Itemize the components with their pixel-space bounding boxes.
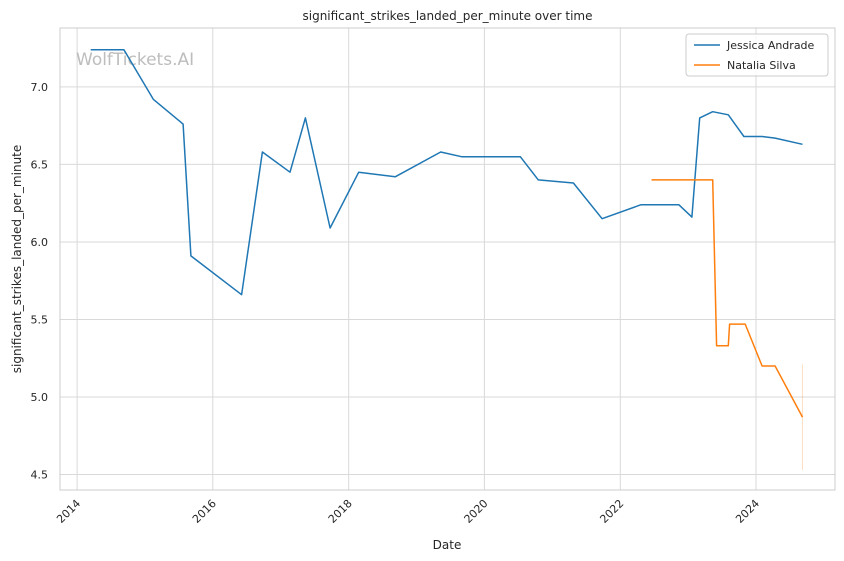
grid-lines	[60, 28, 835, 490]
legend-label: Jessica Andrade	[726, 39, 815, 52]
y-tick-label: 6.0	[31, 236, 49, 249]
plot-border	[59, 27, 836, 491]
plot-area	[60, 28, 835, 490]
x-axis-label: Date	[433, 538, 462, 552]
series-line-jessica-andrade	[90, 48, 803, 296]
legend: Jessica Andrade Natalia Silva	[685, 33, 829, 77]
y-tick-label: 5.5	[31, 313, 49, 326]
chart-title: significant_strikes_landed_per_minute ov…	[302, 9, 592, 23]
y-tick-label: 7.0	[31, 81, 49, 94]
y-tick-label: 6.5	[31, 158, 49, 171]
legend-label: Natalia Silva	[727, 59, 796, 72]
y-axis-label: significant_strikes_landed_per_minute	[10, 145, 24, 374]
series-layer	[90, 48, 804, 470]
y-tick-label: 5.0	[31, 391, 49, 404]
plot-frame	[59, 27, 836, 491]
series-line-natalia-silva	[651, 179, 804, 418]
y-tick-label: 4.5	[31, 468, 49, 481]
watermark: WolfTickets.AI	[76, 50, 194, 70]
legend-box	[685, 33, 829, 77]
y-axis-ticks: 4.5 5.0 5.5 6.0 6.5 7.0	[31, 81, 49, 482]
